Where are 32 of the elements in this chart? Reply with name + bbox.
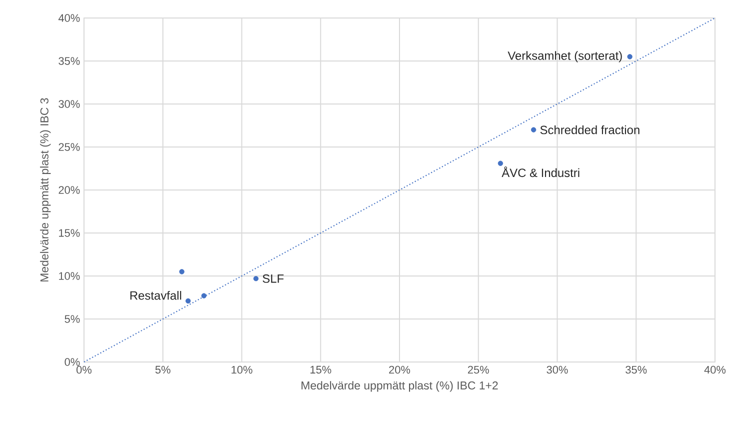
- x-tick-label: 30%: [546, 366, 568, 374]
- y-tick-label: 5%: [64, 315, 80, 323]
- x-tick-label: 15%: [310, 366, 332, 374]
- annotation: Restavfall: [130, 290, 182, 300]
- y-tick-label: 0%: [64, 358, 80, 366]
- x-axis-title: Medelvärde uppmätt plast (%) IBC 1+2: [302, 381, 498, 392]
- y-tick-label: 10%: [59, 272, 80, 280]
- x-tick-label: 0%: [76, 366, 92, 374]
- y-tick-label: 35%: [58, 57, 80, 65]
- x-tick-label: 5%: [155, 366, 170, 374]
- point: [253, 276, 259, 282]
- annotation: Schredded fraction: [540, 125, 640, 134]
- annotation: ÅVC & Industri: [502, 166, 580, 178]
- y-tick-label: 30%: [58, 100, 80, 108]
- y-axis-title: Medelvärde uppmätt plast (%) IBC 3: [40, 98, 51, 282]
- point: [498, 160, 504, 166]
- point: [627, 54, 632, 60]
- x-tick-label: 10%: [232, 366, 252, 374]
- annotation: SLF: [262, 274, 284, 283]
- point: [186, 298, 191, 304]
- x-tick-label: 40%: [704, 366, 726, 374]
- x-tick-label: 25%: [468, 366, 489, 374]
- point: [201, 293, 206, 298]
- y-tick-label: 25%: [58, 143, 80, 151]
- x-tick-label: 20%: [389, 366, 410, 374]
- point: [179, 269, 184, 274]
- y-tick-label: 40%: [58, 14, 80, 22]
- point: [531, 127, 536, 132]
- y-tick-label: 20%: [58, 186, 80, 194]
- y-tick-label: 15%: [59, 229, 80, 237]
- x-tick-label: 35%: [626, 366, 647, 374]
- annotation: Verksamhet (sorterat): [508, 51, 622, 62]
